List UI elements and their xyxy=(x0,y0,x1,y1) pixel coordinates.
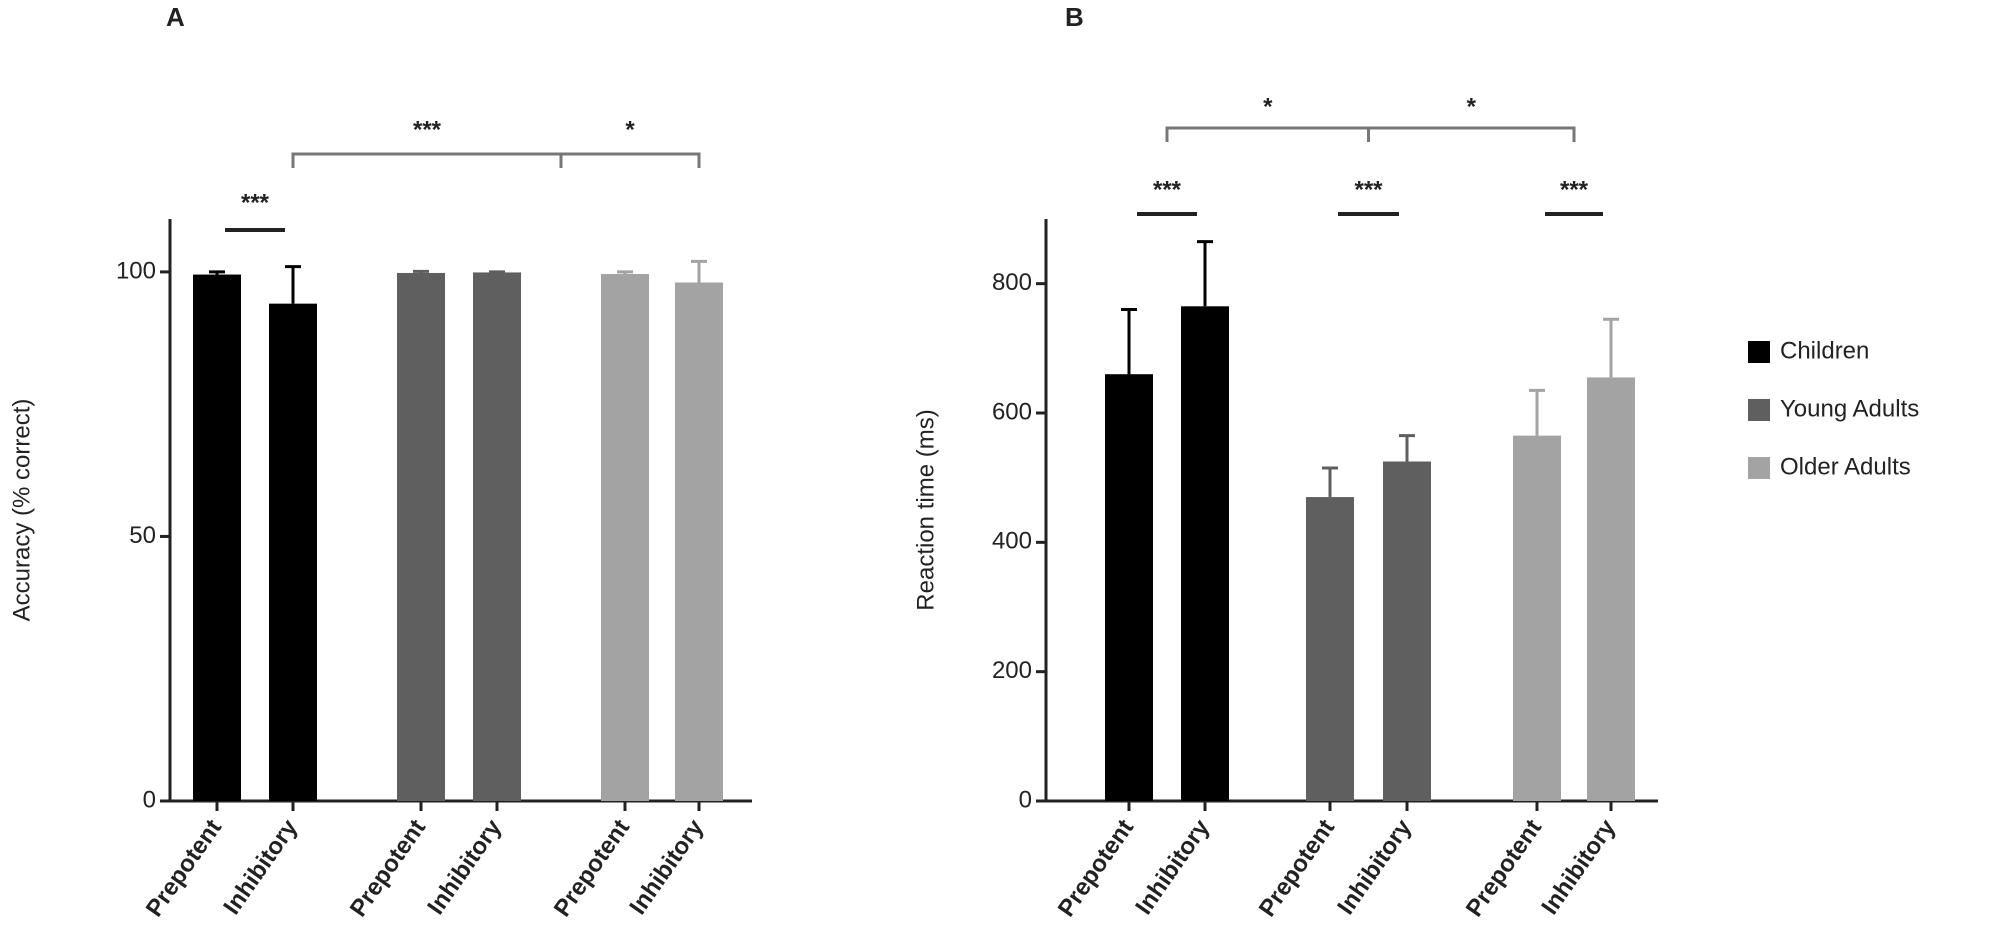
error-bar xyxy=(1322,466,1338,498)
legend-swatch xyxy=(1748,341,1770,363)
y-tick-label: 0 xyxy=(143,786,156,813)
significance-bracket xyxy=(1165,126,1370,142)
y-tick-label: 0 xyxy=(1019,786,1032,813)
legend-label: Young Adults xyxy=(1780,395,1919,422)
significance-label: * xyxy=(1263,93,1273,120)
error-bar xyxy=(1197,240,1213,307)
y-axis-label: Accuracy (% correct) xyxy=(8,399,35,622)
significance-label: * xyxy=(625,116,635,143)
x-tick-label: Inhibitory xyxy=(1536,814,1621,920)
x-tick-label: Prepotent xyxy=(1461,815,1547,922)
bar xyxy=(397,272,445,801)
x-tick-label: Inhibitory xyxy=(624,814,709,920)
x-tick-label: Prepotent xyxy=(141,815,227,922)
significance-label: *** xyxy=(1560,176,1589,203)
legend-label: Older Adults xyxy=(1780,453,1911,480)
bar xyxy=(473,272,521,801)
legend-swatch xyxy=(1748,399,1770,421)
bar xyxy=(193,274,241,801)
x-tick-label: Prepotent xyxy=(1254,815,1340,922)
error-bar xyxy=(209,270,225,275)
y-tick-label: 200 xyxy=(992,657,1032,684)
error-bar xyxy=(1121,308,1137,375)
significance-label: * xyxy=(1467,93,1477,120)
x-tick-label: Prepotent xyxy=(549,815,635,922)
x-tick-label: Prepotent xyxy=(1053,815,1139,922)
y-tick-label: 100 xyxy=(116,257,156,284)
legend-label: Children xyxy=(1780,337,1869,364)
significance-bracket xyxy=(559,152,701,168)
error-bar xyxy=(1399,434,1415,462)
x-tick-label: Inhibitory xyxy=(218,814,303,920)
y-tick-label: 800 xyxy=(992,269,1032,296)
x-tick-label: Inhibitory xyxy=(1130,814,1215,920)
x-tick-label: Inhibitory xyxy=(1332,814,1417,920)
bar xyxy=(1181,306,1229,801)
error-bar xyxy=(1603,317,1619,378)
significance-label: *** xyxy=(1153,176,1182,203)
error-bar xyxy=(1529,388,1545,436)
panel-title: B xyxy=(1065,2,1084,32)
y-tick-label: 50 xyxy=(129,522,156,549)
y-tick-label: 600 xyxy=(992,398,1032,425)
bar xyxy=(269,303,317,801)
significance-label: *** xyxy=(413,116,442,143)
significance-label: *** xyxy=(1354,176,1383,203)
y-axis-label: Reaction time (ms) xyxy=(912,409,939,610)
y-tick-label: 400 xyxy=(992,528,1032,555)
bar xyxy=(1105,374,1153,801)
error-bar xyxy=(489,270,505,274)
bar xyxy=(675,282,723,801)
significance-label: *** xyxy=(241,189,270,216)
bar xyxy=(1306,497,1354,801)
panel-title: A xyxy=(166,2,185,32)
x-tick-label: Prepotent xyxy=(345,815,431,922)
significance-bracket xyxy=(291,152,563,168)
significance-bracket xyxy=(1367,126,1576,142)
error-bar xyxy=(285,265,301,304)
error-bar xyxy=(413,269,429,273)
error-bar xyxy=(691,259,707,283)
legend-swatch xyxy=(1748,457,1770,479)
x-tick-label: Inhibitory xyxy=(422,814,507,920)
bar xyxy=(1383,461,1431,801)
bar xyxy=(601,274,649,801)
error-bar xyxy=(617,270,633,275)
bar xyxy=(1513,435,1561,801)
bar xyxy=(1587,377,1635,801)
